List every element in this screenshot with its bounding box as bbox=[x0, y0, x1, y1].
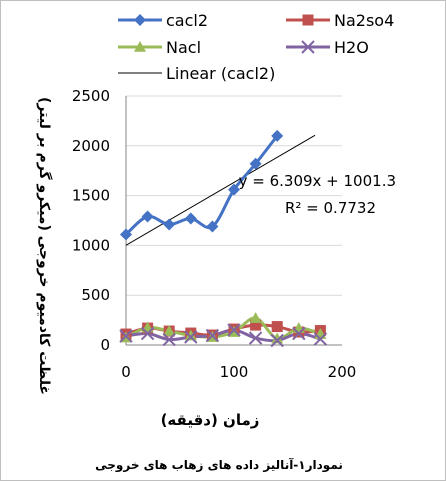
legend-label-h2o: H2O bbox=[334, 38, 369, 57]
y-tick-labels: 0 500 1000 1500 2000 2500 bbox=[72, 87, 110, 354]
point-h2o-5 bbox=[227, 323, 241, 337]
legend-label-nacl: Nacl bbox=[166, 38, 201, 57]
point-nacl-6 bbox=[249, 312, 262, 323]
legend-label-trendline: Linear (cacl2) bbox=[166, 64, 275, 83]
legend: cacl2 Na2so4 Nacl H2O Linear (cacl2) bbox=[118, 11, 394, 83]
grid-lines bbox=[126, 95, 342, 296]
y-tick-label-0: 0 bbox=[100, 336, 110, 354]
y-tick-label-5: 2500 bbox=[72, 87, 110, 105]
legend-marker-na2so4 bbox=[302, 14, 314, 26]
point-cacl2-6 bbox=[249, 157, 262, 170]
x-tick-label-1: 100 bbox=[220, 363, 249, 381]
x-tick-label-2: 200 bbox=[328, 363, 357, 381]
point-cacl2-0 bbox=[120, 228, 132, 241]
point-nacl-7 bbox=[271, 332, 284, 344]
point-na2so4-6 bbox=[250, 319, 262, 331]
series-line-nacl bbox=[125, 316, 321, 341]
point-cacl2-2 bbox=[163, 218, 176, 231]
point-h2o-6 bbox=[248, 331, 263, 345]
chart-caption: نمودار۱-آنالیز داده های زهاب های خروجی bbox=[95, 457, 343, 473]
x-tick-labels: 0 100 200 bbox=[121, 363, 356, 381]
legend-marker-nacl bbox=[134, 41, 146, 52]
legend-marker-cacl2 bbox=[134, 14, 146, 26]
x-tick-label-0: 0 bbox=[121, 363, 131, 381]
point-h2o-9 bbox=[313, 332, 328, 346]
y-tick-label-4: 2000 bbox=[72, 137, 110, 155]
point-h2o-8 bbox=[292, 326, 306, 341]
point-nacl-2 bbox=[163, 325, 176, 336]
point-cacl2-1 bbox=[141, 210, 154, 223]
point-nacl-3 bbox=[184, 329, 197, 341]
point-h2o-1 bbox=[140, 326, 155, 341]
point-cacl2-4 bbox=[206, 220, 219, 233]
point-cacl2-7 bbox=[271, 129, 284, 142]
point-h2o-4 bbox=[205, 328, 220, 343]
point-cacl2-5 bbox=[228, 183, 240, 196]
legend-label-na2so4: Na2so4 bbox=[334, 11, 394, 30]
trendline-group bbox=[125, 134, 316, 246]
legend-marker-h2o bbox=[301, 40, 315, 54]
y-tick-label-2: 1000 bbox=[72, 236, 110, 254]
trendline-r-squared: R² = 0.7732 bbox=[285, 199, 376, 217]
point-h2o-0 bbox=[119, 329, 133, 343]
point-cacl2-3 bbox=[184, 212, 197, 225]
trendline-equation: y = 6.309x + 1001.3 bbox=[239, 172, 396, 190]
point-na2so4-7 bbox=[271, 321, 283, 333]
series-markers bbox=[119, 129, 328, 348]
y-axis-title: غلظت کادمیوم خروجی (میکرو گرم بر لیتر) bbox=[36, 97, 53, 395]
point-h2o-3 bbox=[184, 330, 198, 344]
series-line-h2o bbox=[125, 328, 321, 343]
legend-label-cacl2: cacl2 bbox=[166, 11, 208, 30]
point-h2o-7 bbox=[270, 333, 284, 348]
y-tick-label-3: 1500 bbox=[72, 187, 110, 205]
axes bbox=[125, 96, 342, 346]
x-axis-title: زمان (دقیقه) bbox=[161, 411, 260, 429]
point-h2o-2 bbox=[162, 332, 176, 347]
trendline-cacl2 bbox=[125, 134, 316, 246]
y-tick-label-1: 500 bbox=[81, 286, 110, 304]
